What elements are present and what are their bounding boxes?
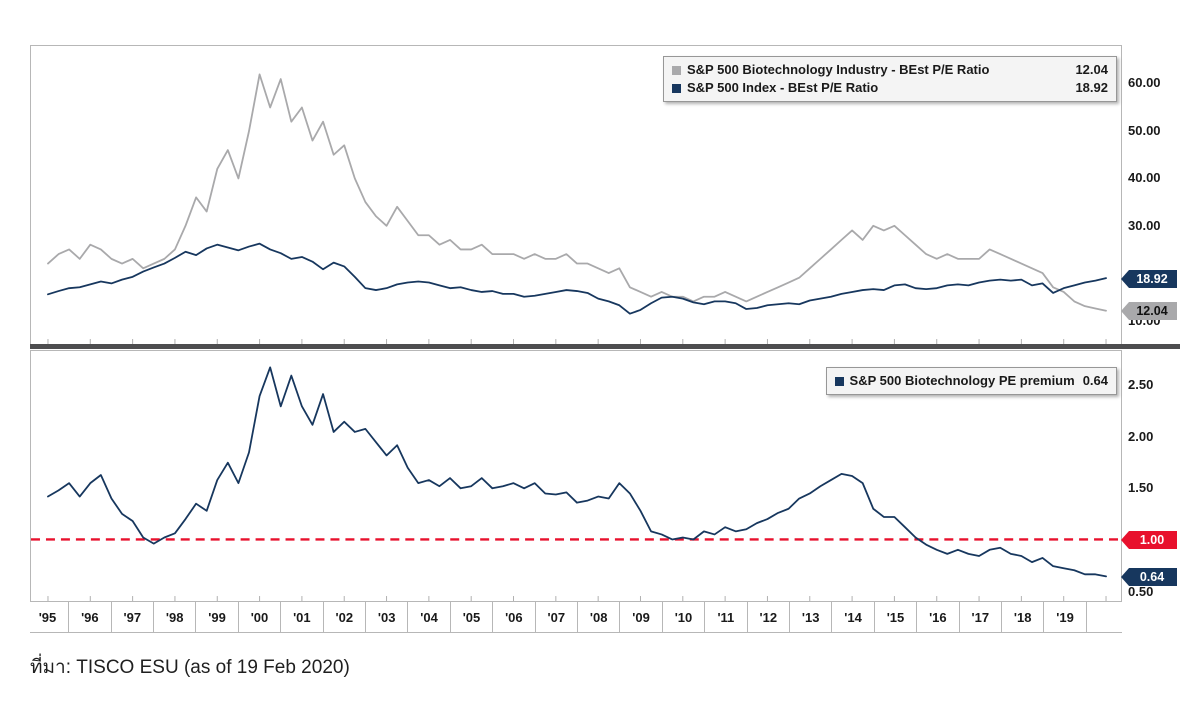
series-line: [47, 242, 1107, 315]
year-label: '18: [1001, 602, 1043, 632]
legend-row: S&P 500 Biotechnology PE premium 0.64: [834, 372, 1108, 390]
year-label: '98: [153, 602, 195, 632]
pe-premium-legend: S&P 500 Biotechnology PE premium 0.64: [825, 367, 1117, 395]
year-label: '06: [492, 602, 534, 632]
y-tick-label: 2.00: [1128, 429, 1154, 444]
year-label: '12: [746, 602, 789, 632]
legend-row: S&P 500 Index - BEst P/E Ratio 18.92: [672, 79, 1108, 97]
pe-premium-panel: S&P 500 Biotechnology PE premium 0.64: [30, 350, 1122, 602]
year-label: '17: [958, 602, 1001, 632]
year-label: '05: [449, 602, 492, 632]
legend-label: S&P 500 Biotechnology Industry - BEst P/…: [687, 62, 990, 77]
year-label: '09: [619, 602, 661, 632]
year-label: '95: [30, 602, 68, 632]
y-tick-label: 40.00: [1128, 170, 1161, 185]
year-label: '15: [873, 602, 916, 632]
year-label: '08: [577, 602, 619, 632]
y-tick-label: 50.00: [1128, 123, 1161, 138]
year-label: '11: [704, 602, 746, 632]
value-badge: 1.00: [1121, 531, 1177, 549]
x-axis: '95'96'97'98'99'00'01'02'03'04'05'06'07 '…: [30, 602, 1122, 633]
year-label: '04: [407, 602, 449, 632]
year-label: '03: [365, 602, 407, 632]
series-line: [47, 73, 1107, 312]
y-tick-label: 0.50: [1128, 584, 1154, 599]
year-label: '07: [534, 602, 577, 632]
pe-premium-plot: [31, 366, 1121, 601]
year-label: '00: [237, 602, 280, 632]
year-label: '13: [789, 602, 831, 632]
year-label: '14: [831, 602, 873, 632]
legend-label: S&P 500 Index - BEst P/E Ratio: [687, 80, 879, 95]
legend-swatch-icon: [672, 83, 681, 93]
legend-value: 0.64: [1082, 373, 1108, 388]
legend-value: 12.04: [1075, 62, 1108, 77]
year-label: '96: [68, 602, 110, 632]
year-label: '10: [661, 602, 704, 632]
legend-label: S&P 500 Biotechnology PE premium: [849, 373, 1075, 388]
year-label: '16: [916, 602, 958, 632]
legend-swatch-icon: [672, 65, 681, 75]
year-label: '02: [322, 602, 365, 632]
y-tick-label: 1.50: [1128, 480, 1154, 495]
year-label: '97: [110, 602, 153, 632]
value-badge: 18.92: [1121, 270, 1177, 288]
legend-value: 18.92: [1075, 80, 1108, 95]
series-line: [47, 366, 1107, 578]
value-badge: 0.64: [1121, 568, 1177, 586]
y-tick-label: 30.00: [1128, 218, 1161, 233]
pe-ratio-panel: S&P 500 Biotechnology Industry - BEst P/…: [30, 45, 1122, 345]
pe-ratio-legend: S&P 500 Biotechnology Industry - BEst P/…: [663, 56, 1117, 102]
year-label: '19: [1043, 602, 1085, 632]
year-label: '99: [195, 602, 237, 632]
year-axis-end-tick: [1085, 602, 1087, 632]
year-label: '01: [280, 602, 322, 632]
pe-ratio-plot: [47, 73, 1107, 344]
y-tick-label: 2.50: [1128, 377, 1154, 392]
legend-swatch-icon: [834, 376, 844, 386]
source-note: ที่มา: TISCO ESU (as of 19 Feb 2020): [30, 657, 350, 678]
value-badge: 12.04: [1121, 302, 1177, 320]
y-tick-label: 60.00: [1128, 75, 1161, 90]
panel-divider: [30, 344, 1180, 349]
legend-row: S&P 500 Biotechnology Industry - BEst P/…: [672, 61, 1108, 79]
